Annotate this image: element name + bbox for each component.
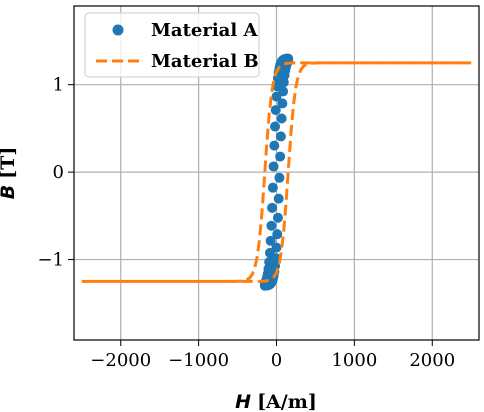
- legend-label-material-b: Material B: [151, 51, 259, 72]
- data-point-material-a: [272, 229, 283, 240]
- x-tick-label: 1000: [331, 350, 377, 371]
- legend: Material A Material B: [84, 12, 260, 78]
- x-tick-label: −1000: [168, 350, 229, 371]
- data-point-material-a: [269, 140, 280, 151]
- y-tick-label: 0: [53, 162, 64, 183]
- data-point-material-a: [267, 202, 278, 213]
- legend-marker-material-a: [112, 24, 124, 36]
- x-tick-label: 2000: [409, 350, 455, 371]
- data-point-material-a: [274, 172, 285, 183]
- data-point-material-a: [266, 220, 277, 231]
- data-point-material-a: [268, 161, 279, 172]
- legend-label-material-a: Material A: [151, 20, 258, 41]
- x-axis-label: H [A/m]: [235, 391, 317, 412]
- y-tick-label: −1: [37, 250, 64, 271]
- y-axis-symbol: B: [0, 185, 19, 199]
- axis-ticks: −2000 −1000 0 1000 2000 −1 0 1: [37, 75, 455, 371]
- y-axis-unit: [T]: [0, 147, 19, 179]
- y-tick-label: 1: [53, 75, 64, 96]
- series-line-material-b: [81, 61, 472, 283]
- x-tick-label: 0: [271, 350, 282, 371]
- data-point-material-a: [270, 121, 281, 132]
- data-point-material-a: [267, 182, 278, 193]
- plot-area: [81, 53, 472, 291]
- data-point-material-a: [275, 151, 286, 162]
- data-point-material-a: [276, 113, 287, 124]
- data-point-material-a: [277, 98, 288, 109]
- data-point-material-a: [272, 212, 283, 223]
- x-tick-label: −2000: [90, 350, 151, 371]
- x-axis-symbol: H: [235, 391, 251, 412]
- data-point-material-a: [271, 91, 282, 102]
- x-axis-unit: [A/m]: [257, 391, 317, 412]
- data-point-material-a: [265, 235, 276, 246]
- y-axis-label: B [T]: [0, 147, 19, 200]
- data-point-material-a: [275, 131, 286, 142]
- data-point-material-a: [273, 193, 284, 204]
- data-point-material-a: [270, 105, 281, 116]
- data-point-material-a: [264, 247, 275, 258]
